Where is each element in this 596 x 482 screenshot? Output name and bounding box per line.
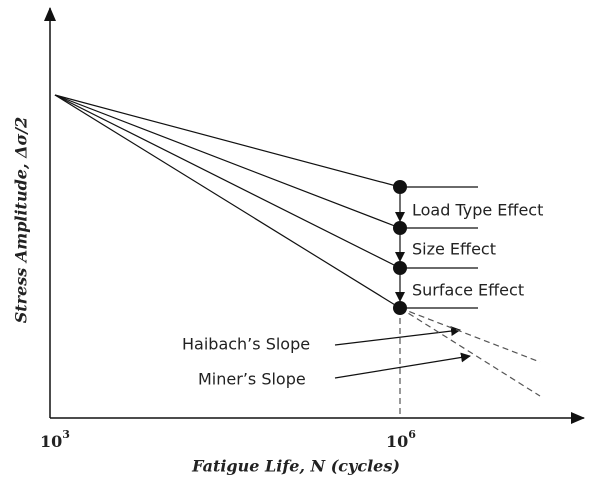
points — [393, 180, 407, 315]
tick-base: 10 — [386, 432, 408, 451]
x-axis-label: Fatigue Life, N (cycles) — [191, 457, 400, 476]
sn-line — [54, 94, 401, 309]
tick-exponent: 6 — [408, 428, 416, 441]
x-tick-label: 106 — [386, 428, 416, 451]
dashed-lines — [399, 307, 541, 418]
pointer-arrow — [334, 352, 471, 379]
slope-label: Miner’s Slope — [198, 370, 306, 389]
dashed-line — [399, 307, 541, 397]
sn-line — [54, 94, 401, 229]
point — [393, 180, 407, 194]
point — [393, 261, 407, 275]
tick-base: 10 — [40, 432, 62, 451]
effect-label: Size Effect — [412, 240, 496, 259]
point — [393, 221, 407, 235]
axes — [44, 7, 585, 424]
effect-label: Surface Effect — [412, 281, 524, 300]
effect-label: Load Type Effect — [412, 201, 543, 220]
dashed-line — [399, 307, 541, 363]
sn-lines — [54, 94, 478, 379]
pointer-arrow — [334, 326, 461, 346]
x-tick-label: 103 — [40, 428, 70, 451]
tick-exponent: 3 — [62, 428, 70, 441]
sn-line — [54, 94, 401, 269]
point — [393, 301, 407, 315]
slope-label: Haibach’s Slope — [182, 335, 310, 354]
y-axis-label: Stress Amplitude, Δσ/2 — [12, 117, 31, 324]
sn-line — [54, 94, 401, 188]
